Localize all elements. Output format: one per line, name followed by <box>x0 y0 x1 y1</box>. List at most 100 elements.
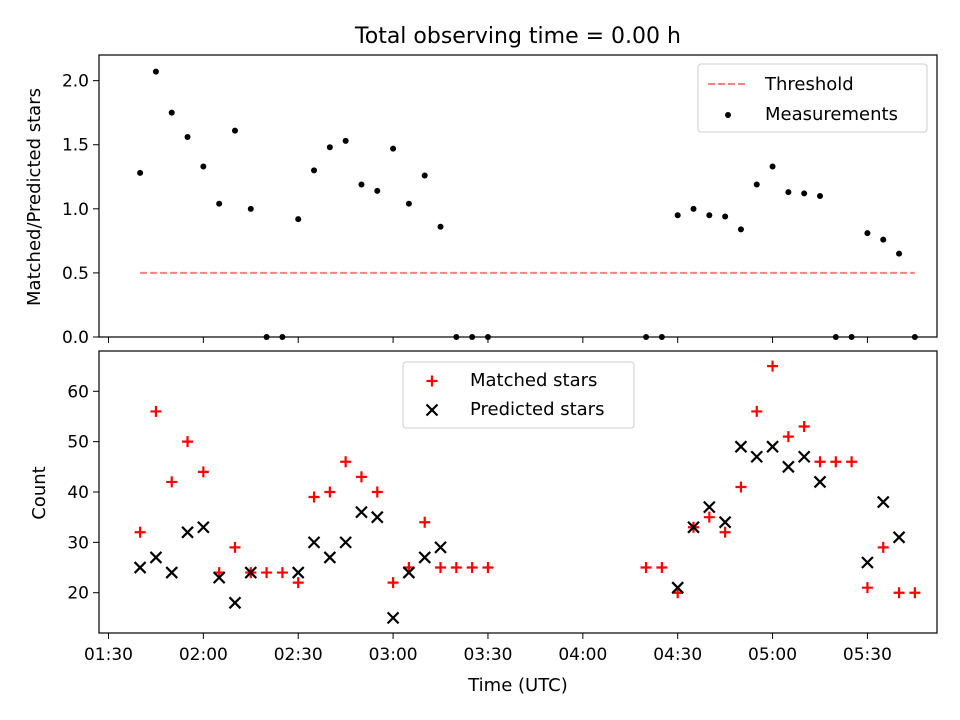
matched-star-point <box>640 562 652 574</box>
measurement-point <box>674 212 681 219</box>
predicted-star-point <box>149 551 163 564</box>
matched-star-point <box>197 466 209 478</box>
predicted-star-point <box>876 495 890 509</box>
legend-matched-swatch <box>426 375 438 387</box>
matched-star-point <box>340 456 352 468</box>
measurement-point <box>295 216 302 223</box>
predicted-star-point <box>861 556 874 569</box>
matched-star-point <box>229 541 241 553</box>
measurement-point <box>816 193 823 199</box>
matched-star-point <box>355 471 367 483</box>
x-axis-label: Time (UTC) <box>467 675 568 696</box>
predicted-star-point <box>244 566 258 579</box>
matched-star-point <box>324 486 336 498</box>
y-tick-label: 40 <box>67 483 89 503</box>
chart-title: Total observing time = 0.00 h <box>354 24 681 49</box>
measurement-point <box>785 189 792 196</box>
measurement-point <box>231 127 238 134</box>
measurement-point <box>137 169 144 176</box>
measurement-point <box>342 137 349 144</box>
matched-star-point <box>830 456 842 468</box>
legend-threshold-label: Threshold <box>764 74 854 95</box>
y-tick-label: 1.5 <box>62 136 89 156</box>
measurement-point <box>168 109 175 116</box>
measurement-point <box>437 223 444 230</box>
y-tick-label: 0.5 <box>62 264 89 284</box>
predicted-star-point <box>671 581 684 594</box>
matched-star-point <box>308 491 320 503</box>
measurement-point <box>421 172 428 179</box>
matched-star-point <box>656 562 668 574</box>
legend-frame <box>697 63 928 133</box>
y-tick-label: 1.0 <box>62 200 89 220</box>
predicted-star-point <box>386 611 400 625</box>
measurement-point <box>769 163 776 170</box>
predicted-star-point <box>291 566 305 579</box>
top-y-axis-label: Matched/Predicted stars <box>24 88 45 306</box>
measurement-point <box>374 187 381 194</box>
measurement-point <box>152 68 159 75</box>
legend-frame <box>402 361 635 429</box>
x-tick-label: 03:00 <box>369 645 418 665</box>
matched-star-point <box>798 421 810 433</box>
count-panel: 20 30 40 50 60 01:30 02:00 02:30 03:00 03:30 04:00… <box>67 350 938 665</box>
matched-star-point <box>782 431 794 443</box>
y-tick-label: 0.0 <box>62 328 89 348</box>
top-axes-frame <box>98 54 938 338</box>
legend-matched-label: Matched stars <box>470 370 597 391</box>
bottom-axes-frame <box>98 350 938 634</box>
measurement-point <box>864 230 871 237</box>
legend-predicted-swatch <box>425 403 439 417</box>
matched-star-point <box>767 360 779 372</box>
matched-star-point <box>261 567 273 579</box>
matched-star-point <box>751 405 763 417</box>
y-tick-label: 60 <box>67 382 89 402</box>
matched-star-point <box>719 526 731 538</box>
predicted-star-point <box>782 460 795 474</box>
measurement-point <box>690 205 697 212</box>
matched-star-point <box>450 562 462 574</box>
measurement-point <box>216 200 223 207</box>
predicted-star-point <box>892 531 906 544</box>
matched-star-point <box>166 476 178 488</box>
predicted-star-point <box>434 541 447 554</box>
predicted-star-point <box>181 526 194 539</box>
predicted-star-point <box>750 450 764 464</box>
matched-star-point <box>292 577 304 589</box>
y-tick-label: 50 <box>67 433 89 453</box>
matched-star-point <box>134 526 146 538</box>
matched-star-point <box>387 577 399 589</box>
predicted-star-point <box>813 475 827 489</box>
measurement-point <box>184 134 191 141</box>
legend-predicted-label: Predicted stars <box>470 399 604 420</box>
predicted-star-point <box>418 551 431 564</box>
matched-star-point <box>482 562 494 574</box>
x-tick-label: 04:00 <box>558 645 607 665</box>
measurement-point <box>405 200 412 207</box>
matched-star-point <box>735 481 747 493</box>
predicted-star-point <box>734 440 748 453</box>
matched-star-point <box>435 562 447 574</box>
matched-star-point <box>419 516 431 528</box>
predicted-star-point <box>402 566 416 579</box>
measurement-point <box>753 181 760 188</box>
matched-star-point <box>466 562 478 574</box>
y-tick-label: 2.0 <box>62 72 89 92</box>
predicted-star-point <box>228 596 242 610</box>
x-tick-label: 02:30 <box>274 645 323 665</box>
measurement-point <box>880 236 887 243</box>
y-tick-label: 20 <box>67 584 89 604</box>
predicted-star-point <box>212 571 226 584</box>
predicted-star-point <box>766 440 779 453</box>
predicted-star-point <box>355 505 368 519</box>
y-tick-label: 30 <box>67 533 89 553</box>
measurement-point <box>311 167 318 174</box>
bottom-y-axis-label: Count <box>29 466 50 519</box>
measurement-point <box>896 250 903 257</box>
predicted-star-point <box>323 551 337 564</box>
matched-star-point <box>893 587 905 599</box>
matched-star-point <box>814 456 826 468</box>
top-legend: Threshold Measurements <box>697 63 928 133</box>
bottom-legend: Matched stars Predicted stars <box>402 361 635 429</box>
